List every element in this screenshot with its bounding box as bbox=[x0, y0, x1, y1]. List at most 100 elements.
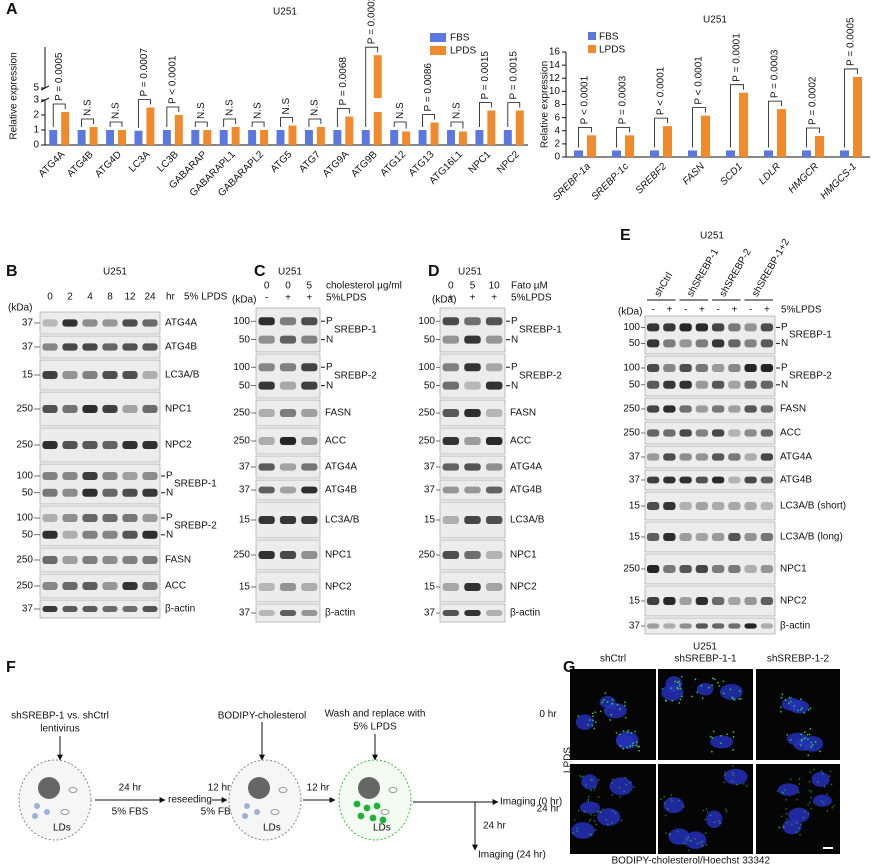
y-tick-label: 2 bbox=[33, 110, 39, 121]
protein-label: ATG4A bbox=[325, 462, 357, 473]
blot bbox=[644, 355, 776, 397]
blot-band bbox=[760, 476, 774, 484]
blot-band bbox=[279, 551, 297, 559]
bodipy-signal bbox=[632, 742, 634, 745]
treatment-label: 5% LPDS bbox=[184, 292, 228, 303]
bodipy-signal bbox=[724, 771, 726, 774]
bodipy-signal bbox=[798, 783, 800, 785]
lane-label: + bbox=[699, 305, 705, 316]
blot-band bbox=[279, 463, 297, 471]
blot-band bbox=[301, 516, 318, 524]
bodipy-signal bbox=[826, 793, 828, 796]
blot-band bbox=[258, 437, 275, 445]
bodipy-signal bbox=[700, 684, 703, 687]
blot-band bbox=[82, 472, 98, 480]
bodipy-signal bbox=[801, 706, 803, 709]
bar bbox=[89, 127, 98, 145]
bodipy-signal bbox=[602, 699, 605, 701]
kda-marker: 37 bbox=[629, 452, 641, 463]
blot-band bbox=[744, 323, 757, 332]
y-axis-title: Relative expression bbox=[540, 61, 551, 148]
blot-band bbox=[301, 551, 318, 559]
bodipy-signal bbox=[679, 698, 682, 701]
significance-bracket bbox=[308, 118, 322, 127]
bodipy-signal bbox=[732, 697, 735, 700]
kda-marker: 15 bbox=[629, 596, 641, 607]
x-tick-label: SREBP-1a bbox=[551, 161, 593, 203]
blot-band bbox=[42, 514, 58, 522]
bodipy-signal bbox=[781, 693, 784, 696]
bar bbox=[777, 109, 786, 157]
blot-band bbox=[679, 502, 692, 510]
bodipy-signal bbox=[590, 813, 592, 816]
kda-marker: 15 bbox=[424, 582, 436, 593]
blot-band bbox=[301, 583, 318, 591]
kda-marker: 250 bbox=[623, 404, 640, 415]
blot-band bbox=[142, 441, 158, 449]
blot-band bbox=[42, 343, 58, 351]
bodipy-signal bbox=[665, 832, 668, 835]
blot-band bbox=[464, 363, 481, 372]
blot-band bbox=[279, 381, 297, 390]
bar bbox=[447, 130, 455, 145]
kda-marker: 100 bbox=[16, 513, 33, 524]
bodipy-signal bbox=[663, 795, 666, 798]
y-tick-label: 14 bbox=[549, 60, 561, 71]
blot-band bbox=[485, 409, 503, 417]
blot-band bbox=[42, 530, 58, 539]
bar bbox=[815, 136, 824, 157]
blot-band bbox=[695, 429, 709, 437]
protein-label: SREBP-1 bbox=[789, 330, 832, 341]
bodipy-signal bbox=[687, 849, 690, 852]
nucleus bbox=[358, 777, 380, 799]
bodipy-signal bbox=[624, 704, 626, 707]
bodipy-signal bbox=[671, 800, 673, 802]
bodipy-signal bbox=[619, 796, 622, 798]
y-tick-label: 12 bbox=[549, 73, 561, 84]
blot bbox=[39, 391, 161, 427]
blot-band bbox=[42, 405, 58, 413]
step-time: 24 hr bbox=[119, 783, 142, 794]
p-value: P = 0.0015 bbox=[480, 51, 491, 100]
bodipy-signal bbox=[593, 727, 596, 730]
significance-bracket bbox=[479, 102, 492, 127]
nucleus-stain bbox=[663, 797, 684, 814]
kda-marker: 50 bbox=[239, 380, 251, 391]
kda-marker: 37 bbox=[629, 475, 641, 486]
bodipy-signal bbox=[807, 754, 810, 757]
bar bbox=[650, 150, 659, 157]
blot-band bbox=[62, 343, 78, 351]
nucleus-stain bbox=[661, 684, 684, 701]
nucleus-stain bbox=[706, 810, 723, 829]
organelle bbox=[388, 787, 398, 793]
bodipy-signal bbox=[676, 681, 679, 684]
form-label: N bbox=[511, 334, 518, 345]
kda-marker: 250 bbox=[16, 440, 33, 451]
bodipy-signal bbox=[736, 783, 738, 786]
blot bbox=[39, 463, 161, 505]
bodipy-signal bbox=[611, 782, 614, 784]
bar bbox=[146, 107, 155, 145]
blot-band bbox=[744, 364, 757, 372]
x-tick-label: ATG9B bbox=[349, 149, 380, 180]
step-text: Wash and replace with bbox=[325, 709, 426, 720]
lane-label: 0 bbox=[285, 281, 291, 292]
bar bbox=[134, 130, 143, 145]
x-tick-label: ATG4D bbox=[93, 149, 124, 180]
blot-band bbox=[122, 514, 138, 522]
cell-line: U251 bbox=[458, 267, 482, 278]
nucleus-stain bbox=[788, 807, 810, 823]
bodipy-signal bbox=[684, 842, 687, 845]
y-tick-label: 2 bbox=[554, 139, 560, 150]
bodipy-signal bbox=[593, 820, 596, 822]
bodipy-signal bbox=[591, 724, 594, 727]
bodipy-signal bbox=[731, 780, 734, 783]
legend-swatch bbox=[588, 45, 596, 53]
blot-band bbox=[711, 453, 725, 461]
protein-label: SREBP-1 bbox=[334, 325, 377, 336]
blot-band bbox=[82, 530, 98, 539]
protein-label: β-actin bbox=[165, 604, 195, 615]
bodipy-signal bbox=[669, 797, 672, 800]
bodipy-signal bbox=[589, 833, 591, 836]
cell bbox=[338, 759, 412, 841]
